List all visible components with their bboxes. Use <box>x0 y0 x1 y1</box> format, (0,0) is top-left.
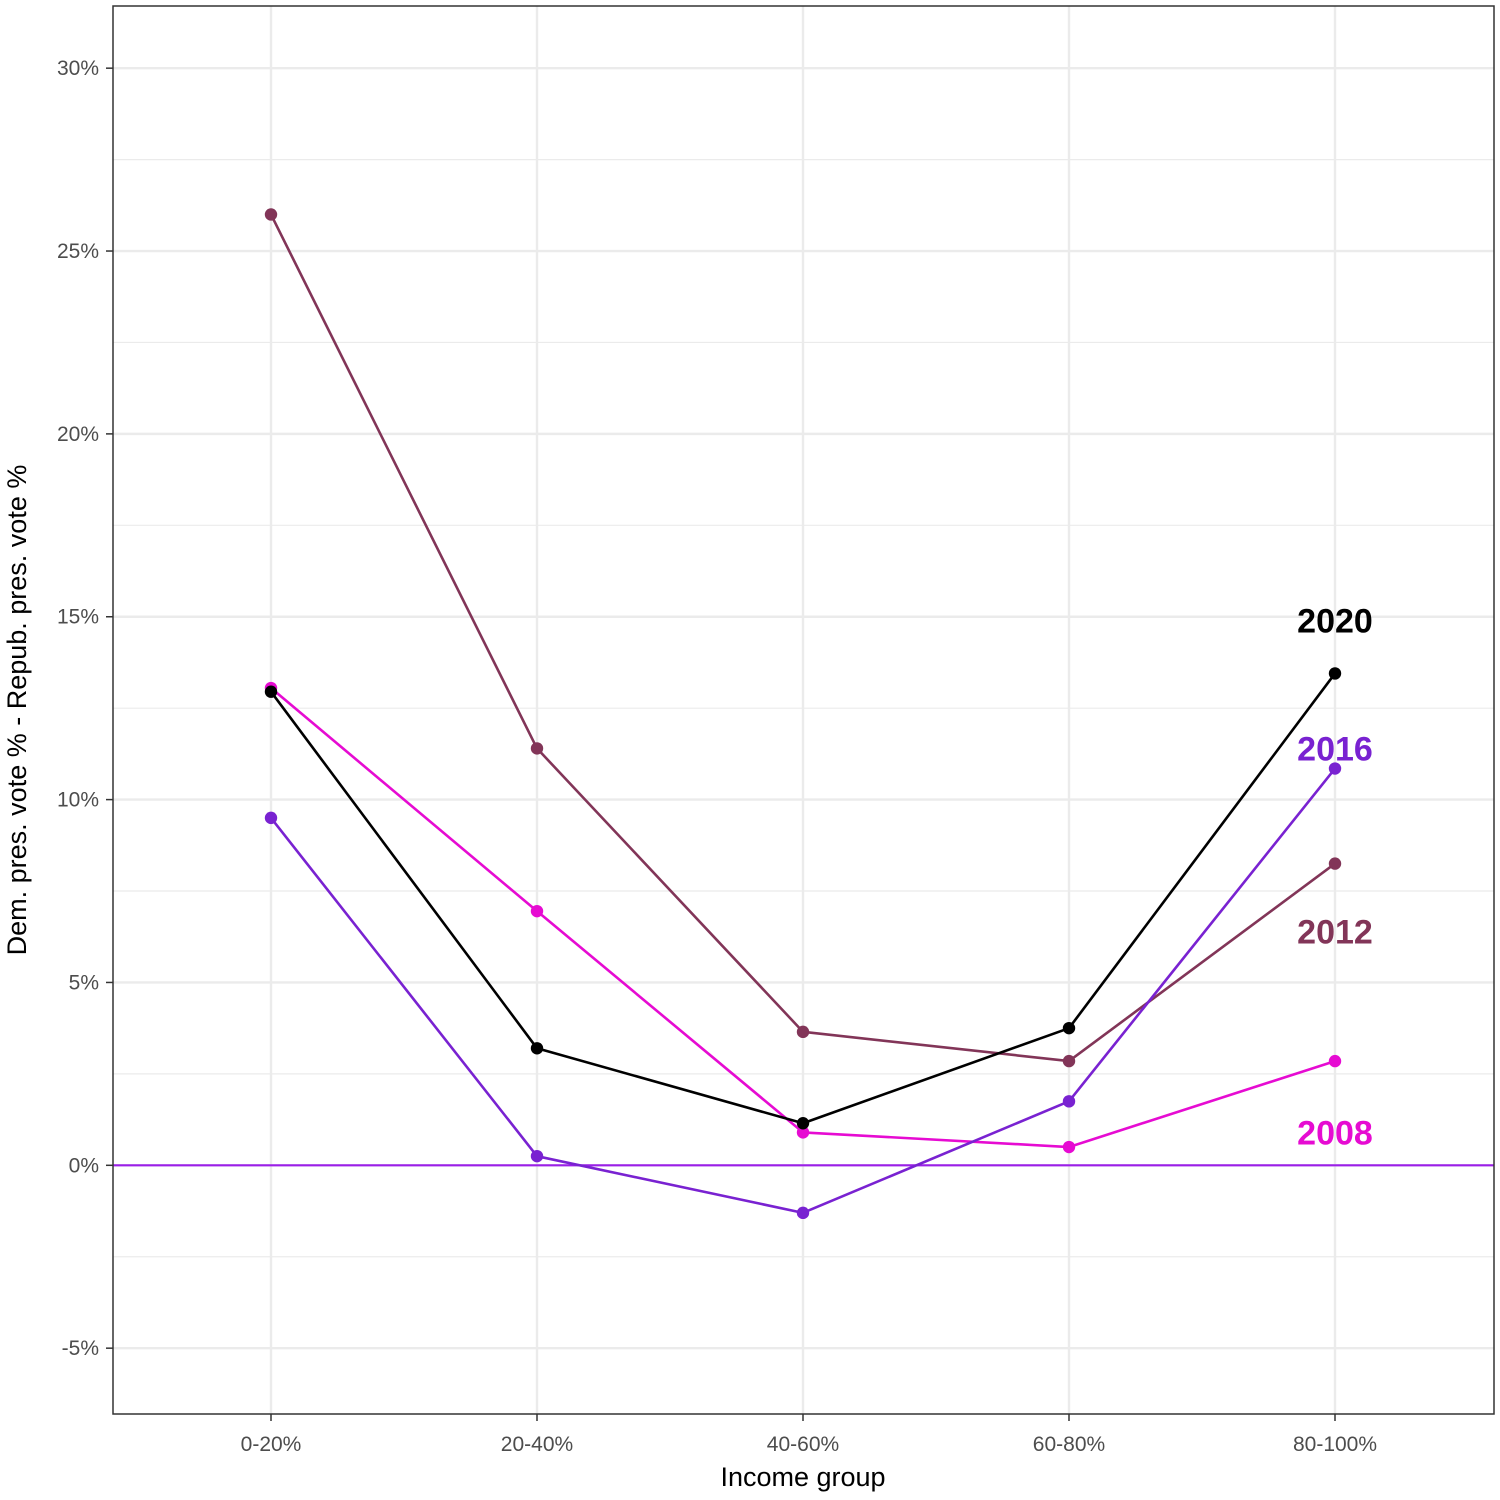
series-layer <box>264 208 1342 1220</box>
data-point-2012 <box>1328 857 1342 870</box>
x-tick-label: 20-40% <box>501 1433 573 1456</box>
series-label-2016: 2016 <box>1297 730 1373 768</box>
series-2016 <box>264 762 1342 1220</box>
data-point-2008 <box>796 1126 810 1139</box>
y-axis-title: Dem. pres. vote % - Repub. pres. vote % <box>2 465 32 956</box>
x-tick-label: 80-100% <box>1293 1433 1377 1456</box>
y-tick-label: -5% <box>62 1337 99 1360</box>
series-labels: 2020 2016 2012 2008 <box>1297 602 1373 1152</box>
data-point-2020 <box>796 1117 810 1130</box>
y-tick-label: 10% <box>57 789 99 812</box>
data-point-2008 <box>1328 1054 1342 1068</box>
data-point-2020 <box>1328 667 1342 680</box>
data-point-2016 <box>530 1149 544 1163</box>
data-point-2012 <box>264 208 278 221</box>
series-2012 <box>264 208 1342 1068</box>
data-point-2016 <box>264 811 278 825</box>
data-point-2020 <box>530 1042 544 1055</box>
y-tick-label: 30% <box>57 57 99 80</box>
data-point-2012 <box>796 1025 810 1039</box>
series-2008 <box>264 681 1342 1154</box>
data-point-2012 <box>530 742 544 755</box>
data-point-2008 <box>1062 1140 1076 1154</box>
y-tick-label: 20% <box>57 423 99 446</box>
series-label-2008: 2008 <box>1297 1114 1373 1152</box>
series-label-2020: 2020 <box>1297 602 1373 640</box>
y-tick-label: 5% <box>69 971 99 994</box>
y-tick-label: 15% <box>57 606 99 629</box>
y-tick-label: 25% <box>57 240 99 263</box>
x-axis-title: Income group <box>720 1462 885 1492</box>
data-point-2016 <box>1328 762 1342 775</box>
x-axis: 0-20% 20-40% 40-60% 60-80% 80-100% <box>241 1414 1377 1456</box>
data-point-2020 <box>1062 1021 1076 1035</box>
x-tick-label: 0-20% <box>241 1433 302 1456</box>
y-axis: -5% 0% 5% 10% 15% 20% 25% 30% <box>57 57 113 1360</box>
series-2020 <box>264 667 1342 1130</box>
data-point-2008 <box>530 904 544 918</box>
data-point-2016 <box>1062 1095 1076 1108</box>
y-tick-label: 0% <box>69 1154 99 1177</box>
series-label-2012: 2012 <box>1297 913 1373 951</box>
data-point-2012 <box>1062 1054 1076 1068</box>
data-point-2020 <box>264 685 278 698</box>
data-point-2016 <box>796 1206 810 1220</box>
x-tick-label: 60-80% <box>1033 1433 1105 1456</box>
x-tick-label: 40-60% <box>767 1433 839 1456</box>
